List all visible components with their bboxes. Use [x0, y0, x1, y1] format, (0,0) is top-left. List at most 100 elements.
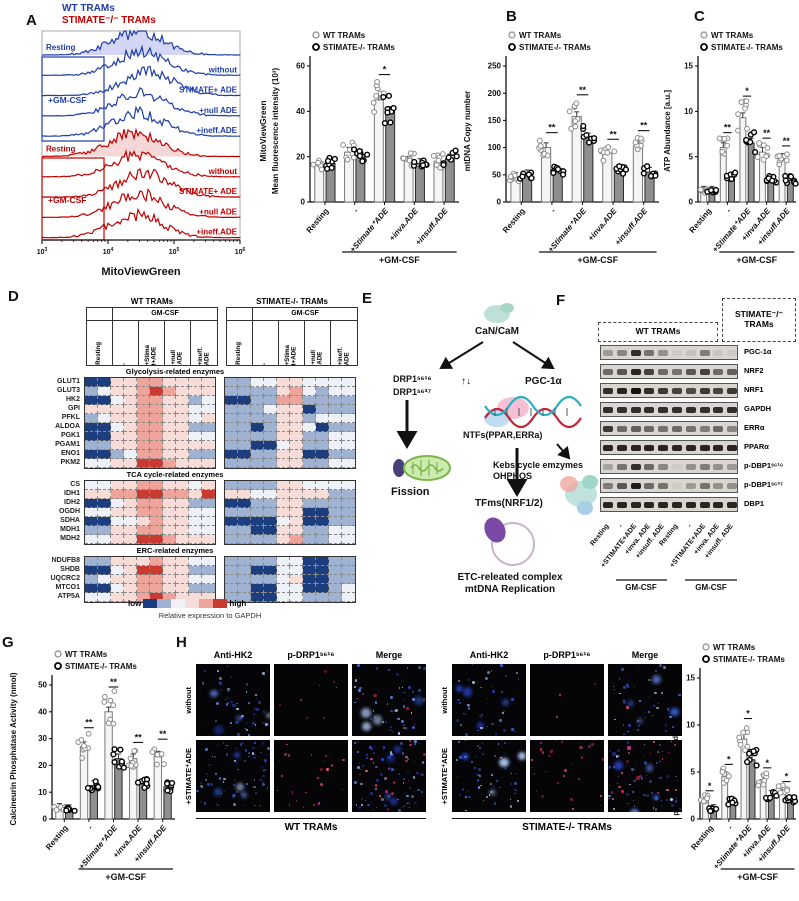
- data-dot-wt: [742, 105, 748, 112]
- data-dot-ko: [111, 746, 118, 753]
- heat-cell: [277, 499, 290, 508]
- bar: [583, 137, 594, 203]
- blot-band: [671, 445, 682, 451]
- heat-cell: [342, 423, 355, 432]
- heat-cell: [329, 378, 342, 387]
- heat-cell: [189, 557, 202, 566]
- blot-band: [630, 369, 641, 375]
- data-dot-wt: [776, 153, 783, 159]
- heatmap-col-label: Resting: [227, 321, 253, 365]
- heat-cell: [202, 450, 215, 459]
- heat-cell: [238, 378, 251, 387]
- blot-band: [630, 483, 641, 489]
- heat-cell: [329, 490, 342, 499]
- heat-cell: [264, 566, 277, 575]
- heat-cell: [251, 584, 264, 593]
- svg-text:GM-CSF: GM-CSF: [625, 583, 657, 592]
- data-dot-wt: [724, 142, 730, 149]
- data-dot-wt: [110, 702, 117, 709]
- heat-cell: [124, 396, 137, 405]
- western-blots: WT TRAMs STIMATE⁻/⁻ TRAMs PGC-1α NRF2 NRF1…: [589, 296, 799, 626]
- heatmap-header-ko: STIMATE-/- TRAMs: [256, 297, 328, 306]
- svg-text:WT TRAMs: WT TRAMs: [713, 643, 756, 652]
- svg-text:Resting: Resting: [689, 823, 715, 851]
- heat-cell: [264, 414, 277, 423]
- heat-cell: [176, 481, 189, 490]
- data-dot-ko: [746, 750, 753, 757]
- heat-cell: [251, 396, 264, 405]
- heat-cell: [137, 432, 150, 441]
- if-col-header-merge-ko: Merge: [631, 650, 659, 660]
- data-dot-wt: [704, 795, 710, 802]
- blot-band: [616, 350, 627, 356]
- heat-cell: [251, 517, 264, 526]
- heat-cell: [124, 566, 137, 575]
- if-image: [274, 740, 348, 812]
- blot-band: [644, 483, 655, 489]
- heatmap-row-label: GLUT1: [57, 378, 80, 385]
- heat-cell: [225, 414, 238, 423]
- heat-cell: [238, 450, 251, 459]
- heat-cell: [290, 441, 303, 450]
- data-dot-wt: [742, 747, 748, 754]
- heatmap-row-label: MTCO1: [55, 584, 81, 591]
- data-dot-wt: [735, 127, 741, 134]
- svg-text:Resting: Resting: [688, 206, 714, 234]
- heatmap-legend-caption: Relative expression to GAPDH: [158, 611, 262, 620]
- heat-cell: [277, 584, 290, 593]
- heat-cell: [189, 481, 202, 490]
- heatmap-col-label: +Stima t+ADE: [279, 321, 305, 365]
- heat-cell: [85, 499, 98, 508]
- heatmap-col-label: -: [113, 321, 139, 365]
- heat-cell: [189, 566, 202, 575]
- svg-text:Resting: Resting: [46, 145, 75, 154]
- blot-band: [644, 445, 655, 451]
- data-dot-ko: [110, 751, 117, 758]
- heat-cell: [316, 593, 329, 602]
- data-dot-ko: [586, 139, 593, 146]
- heat-cell: [176, 490, 189, 499]
- heat-cell: [98, 490, 111, 499]
- heatmap-col-label: Resting: [87, 321, 113, 365]
- blot-band: [685, 388, 696, 394]
- heat-cell: [98, 517, 111, 526]
- data-dot-ko: [380, 93, 387, 101]
- heat-cell: [150, 584, 163, 593]
- heat-cell: [163, 557, 176, 566]
- heat-cell: [189, 575, 202, 584]
- heat-cell: [264, 508, 277, 517]
- if-row-label-stimate-wt: +STIMATE⁺ADE: [183, 747, 193, 805]
- heat-cell: [290, 535, 303, 544]
- heat-cell: [111, 499, 124, 508]
- svg-text:+Stimate⁺ADE: +Stimate⁺ADE: [348, 206, 390, 254]
- heat-cell: [189, 423, 202, 432]
- heatmap-row-label: GPI: [67, 405, 80, 412]
- heat-cell: [277, 423, 290, 432]
- data-dot-ko: [356, 152, 363, 160]
- data-dot-wt: [777, 789, 784, 796]
- data-dot-wt: [743, 98, 750, 105]
- if-col-header-pdrp1-ko: p-DRP1ˢ⁶¹⁶: [543, 650, 591, 660]
- heat-cell: [277, 396, 290, 405]
- panel-g-label: G: [2, 634, 14, 651]
- heat-cell: [202, 557, 215, 566]
- panel-a-header-wt: WT TRAMs: [62, 3, 115, 14]
- heat-cell: [251, 481, 264, 490]
- heat-cell: [98, 414, 111, 423]
- heat-cell: [150, 450, 163, 459]
- svg-text:+GM-CSF: +GM-CSF: [48, 195, 87, 205]
- heat-cell: [98, 459, 111, 468]
- svg-text:Resting: Resting: [501, 206, 527, 234]
- heat-cell: [85, 459, 98, 468]
- heatmap-body: Glycolysis-related enzymes GLUT1 GLUT3 HK2 G…: [34, 366, 356, 603]
- heat-cell: [238, 499, 251, 508]
- svg-text:*: *: [727, 754, 731, 764]
- blot-band: [671, 464, 682, 470]
- data-dot-ko: [519, 173, 526, 180]
- heat-cell: [225, 405, 238, 414]
- heat-cell: [251, 459, 264, 468]
- heat-cell: [251, 508, 264, 517]
- if-col-header-hk2-wt: Anti-HK2: [213, 650, 253, 660]
- heat-cell: [277, 575, 290, 584]
- legend-swatch: [213, 599, 228, 608]
